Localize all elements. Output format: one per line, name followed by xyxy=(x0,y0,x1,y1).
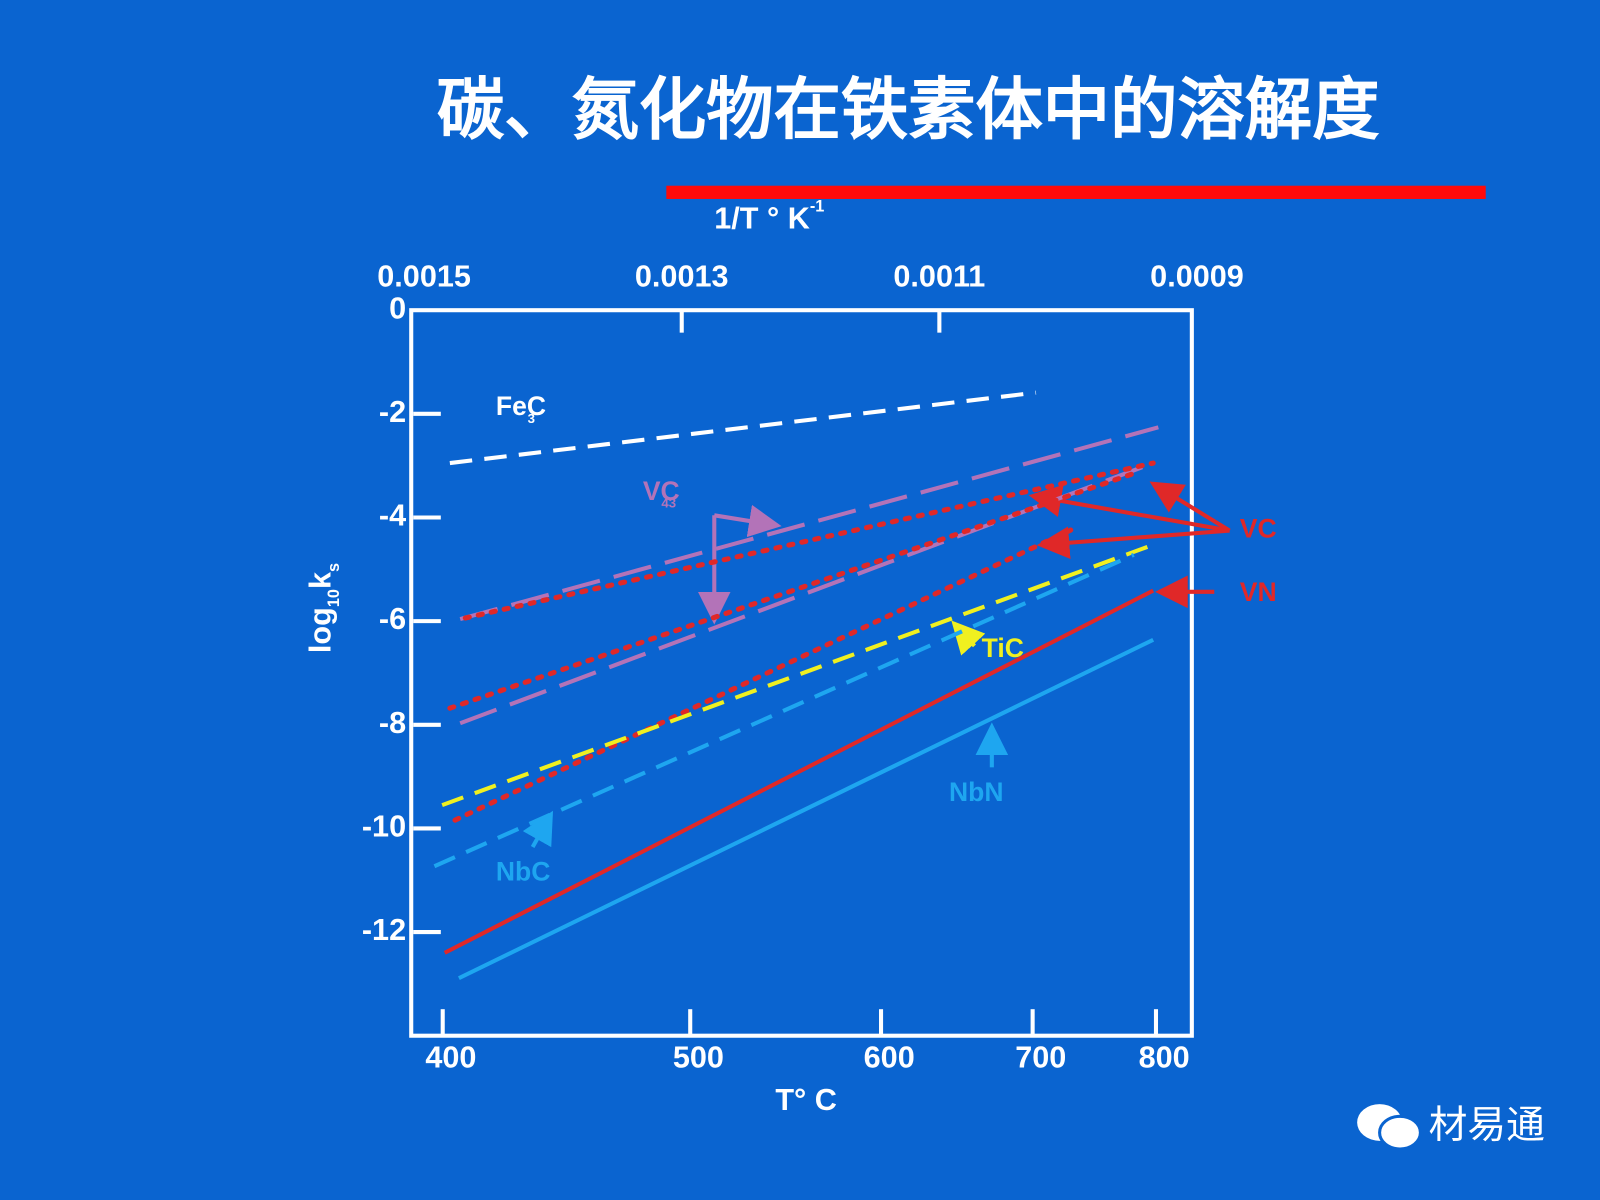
arrow xyxy=(713,504,782,538)
x-axis-title-sup: -1 xyxy=(810,197,825,215)
series-line xyxy=(449,390,1037,466)
x2-axis-title: T° C xyxy=(775,1083,837,1117)
series-line xyxy=(452,526,1075,823)
x-tick-label: 0.0013 xyxy=(635,260,729,294)
x-axis-title: 1/T ° K xyxy=(714,202,810,236)
y-tick-label: -8 xyxy=(379,706,406,740)
annotation: FeC xyxy=(496,391,546,421)
y-axis-title-sub: s xyxy=(325,563,343,572)
y-axis-title: k xyxy=(304,571,338,589)
y-axis-title: log xyxy=(304,607,338,653)
annotation-sub: 43 xyxy=(661,496,676,511)
series-line xyxy=(443,588,1155,955)
plot-frame xyxy=(409,308,1194,1038)
x2-tick-label: 400 xyxy=(425,1040,476,1074)
y-axis-title-sub: 10 xyxy=(325,589,343,607)
annotation: VC xyxy=(1240,514,1277,544)
annotation: VN xyxy=(1240,577,1277,607)
y-tick-label: -4 xyxy=(379,499,406,533)
x-tick-label: 0.0011 xyxy=(893,260,985,294)
x-tick-label: 0.0015 xyxy=(377,260,471,294)
y-tick-label: -2 xyxy=(379,395,406,429)
y-tick-label: -10 xyxy=(362,810,406,844)
series-line xyxy=(457,637,1155,981)
x2-tick-label: 700 xyxy=(1015,1040,1066,1074)
arrow xyxy=(1036,526,1230,560)
watermark: 材易通 xyxy=(1429,1104,1545,1147)
series-line xyxy=(462,460,1156,621)
annotation: NbC xyxy=(496,856,550,886)
annotation: VC xyxy=(643,476,680,506)
arrows xyxy=(522,481,1231,848)
series-line xyxy=(441,540,1160,808)
y-tick-label: -12 xyxy=(362,913,406,947)
x2-tick-label: 800 xyxy=(1139,1040,1190,1074)
slide-title: 碳、氮化物在铁素体中的溶解度 xyxy=(437,73,1380,148)
x2-tick-label: 600 xyxy=(864,1040,915,1074)
x2-tick-label: 500 xyxy=(673,1040,724,1074)
annotation: NbN xyxy=(949,777,1003,807)
arrow xyxy=(951,620,986,656)
arrow xyxy=(1149,481,1231,533)
y-tick-label: 0 xyxy=(389,291,406,325)
annotation: TiC xyxy=(982,633,1024,663)
title-underline xyxy=(666,185,1486,199)
y-tick-label: -6 xyxy=(379,602,406,636)
annotation-sub: 3 xyxy=(528,411,535,426)
series-line xyxy=(433,552,1135,869)
series-line xyxy=(447,470,1137,711)
x-tick-label: 0.0009 xyxy=(1150,260,1244,294)
arrow xyxy=(522,810,554,848)
series-line xyxy=(459,425,1159,622)
wechat-icon xyxy=(1357,1104,1422,1151)
arrow xyxy=(1028,484,1230,533)
